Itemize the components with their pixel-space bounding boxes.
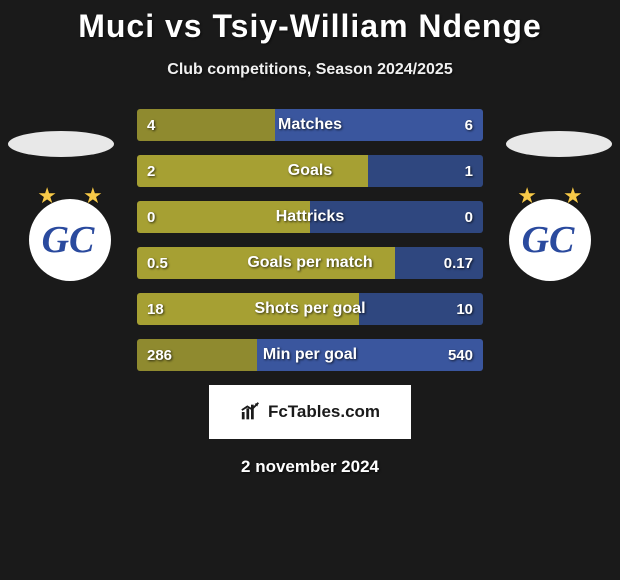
left-club-badge: ★ ★ GC <box>20 185 120 269</box>
stat-label: Hattricks <box>137 201 483 233</box>
stat-row: 0.50.17Goals per match <box>137 247 483 279</box>
left-country-flag <box>8 131 114 157</box>
stat-row: 1810Shots per goal <box>137 293 483 325</box>
right-club-badge: ★ ★ GC <box>500 185 600 269</box>
brand-box: FcTables.com <box>209 385 411 439</box>
brand-chart-icon <box>240 401 262 423</box>
left-club-initials: GC <box>42 218 95 262</box>
stat-label: Min per goal <box>137 339 483 371</box>
subtitle: Club competitions, Season 2024/2025 <box>0 61 620 79</box>
right-club-initials: GC <box>522 218 575 262</box>
footer-date: 2 november 2024 <box>0 457 620 477</box>
stat-bars: 46Matches 21Goals 00Hattricks 0.50.17Goals … <box>137 109 483 371</box>
comparison-content: ★ ★ GC ★ ★ GC 46Matches 21Goals 00Hattrick… <box>0 109 620 477</box>
stat-label: Goals per match <box>137 247 483 279</box>
stat-row: 00Hattricks <box>137 201 483 233</box>
stat-row: 21Goals <box>137 155 483 187</box>
stat-label: Shots per goal <box>137 293 483 325</box>
stat-label: Matches <box>137 109 483 141</box>
stat-row: 286540Min per goal <box>137 339 483 371</box>
right-country-flag <box>506 131 612 157</box>
stat-label: Goals <box>137 155 483 187</box>
page-title: Muci vs Tsiy-William Ndenge <box>0 0 620 45</box>
stat-row: 46Matches <box>137 109 483 141</box>
brand-text: FcTables.com <box>268 402 380 422</box>
